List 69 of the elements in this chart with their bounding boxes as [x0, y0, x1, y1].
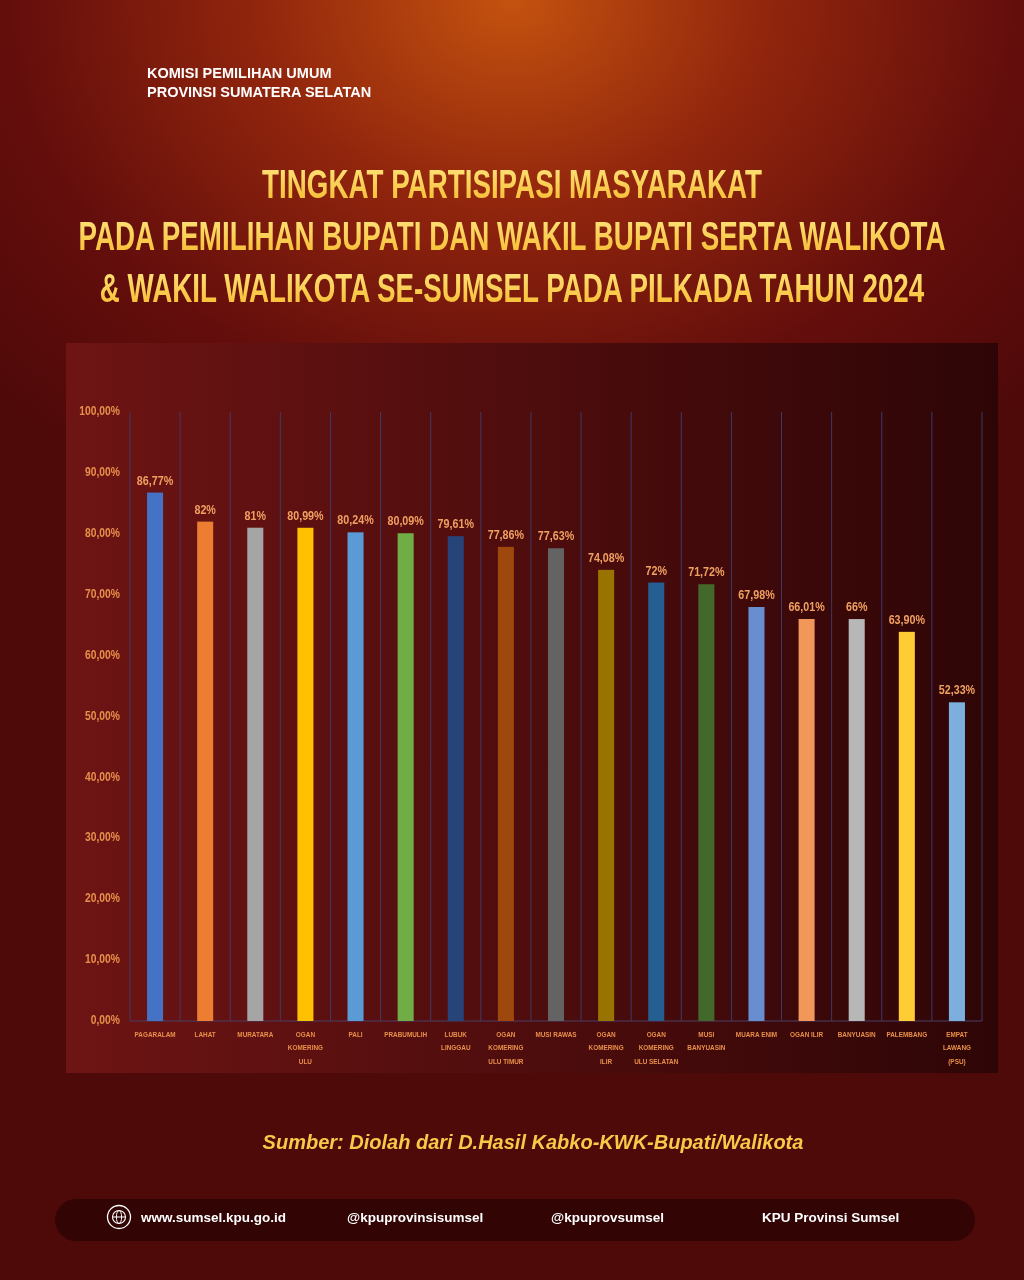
bar	[598, 569, 615, 1021]
data-label: 79,61%	[437, 516, 475, 531]
y-tick-label: 20,00%	[85, 891, 121, 905]
y-tick-label: 90,00%	[85, 465, 121, 479]
data-label: 67,98%	[738, 587, 776, 602]
data-label: 80,99%	[287, 507, 325, 522]
x-tick-label: OGAN KOMERING ULU TIMUR	[488, 1029, 525, 1067]
data-label: 63,90%	[888, 612, 926, 626]
x-tick-label: MUSI BANYUASIN	[687, 1029, 726, 1053]
text: www.sumsel.kpu.go.id	[140, 1210, 287, 1225]
bar	[147, 492, 164, 1021]
data-label: 80,24%	[337, 512, 375, 527]
data-label: 66,01%	[788, 599, 826, 614]
bar	[848, 619, 865, 1021]
data-label: 80,09%	[387, 513, 425, 528]
bar	[898, 631, 915, 1021]
bar	[547, 548, 565, 1021]
x-tick-label: OGAN KOMERING ULU	[287, 1029, 324, 1067]
text: Sumber: Diolah dari D.Hasil Kabko-KWK-Bupati/Walikota	[262, 1131, 804, 1153]
bar	[748, 607, 765, 1021]
y-tick-label: 10,00%	[85, 952, 121, 966]
y-tick-label: 100,00%	[79, 404, 121, 418]
x-tick-label: OGAN KOMERING ILIR	[588, 1029, 625, 1067]
y-tick-label: 80,00%	[85, 526, 121, 540]
bar	[397, 533, 414, 1021]
x-tick-label: EMPAT LAWANG (PSU)	[942, 1029, 972, 1067]
bar	[347, 532, 364, 1021]
data-label: 82%	[194, 501, 217, 516]
y-tick-label: 0,00%	[90, 1013, 121, 1027]
data-label: 77,86%	[487, 527, 525, 541]
text: KPU Provinsi Sumsel	[762, 1210, 900, 1225]
data-label: 72%	[645, 562, 668, 577]
x-tick-label: PAGARALAM	[134, 1029, 176, 1040]
x-tick-label: LAHAT	[194, 1029, 217, 1040]
data-label: 86,77%	[136, 472, 174, 487]
chart-title: TINGKAT PARTISIPASI MASYARAKAT PADA PEMILIHAN BUPATI DAN WAKIL BUPATI SERTA WALIKOTA & WAKIL WALIKOTA SE-SUMSEL PADA PILKADA TAHUN 2024	[78, 161, 946, 311]
x-tick-label: MURATARA	[237, 1029, 274, 1040]
text: @kpuprovinsisumsel	[347, 1210, 484, 1225]
bar	[197, 521, 214, 1021]
data-label: 52,33%	[938, 682, 976, 697]
bar	[247, 527, 264, 1021]
bar	[798, 619, 815, 1021]
x-tick-label: LUBUK LINGGAU	[441, 1029, 471, 1053]
text: KOMISI PEMILIHAN UMUM PROVINSI SUMATERA SELATAN	[147, 65, 372, 100]
y-tick-label: 70,00%	[85, 587, 121, 601]
y-tick-label: 30,00%	[85, 830, 121, 844]
y-tick-label: 60,00%	[85, 648, 121, 661]
x-tick-label: MUSI RAWAS	[535, 1029, 577, 1040]
data-label: 66%	[845, 599, 869, 614]
data-label: 81%	[244, 507, 267, 522]
bar	[497, 546, 514, 1021]
x-tick-label: BANYUASIN	[837, 1029, 876, 1040]
x-tick-label: PRABUMULIH	[384, 1029, 428, 1040]
x-tick-label: MUARA ENIM	[735, 1029, 778, 1040]
x-tick-label: OGAN KOMERING ULU SELATAN	[634, 1029, 679, 1067]
x-tick-label: OGAN ILIR	[790, 1029, 824, 1040]
bar	[948, 702, 965, 1021]
y-tick-label: 50,00%	[85, 708, 121, 722]
text: @kpuprovsumsel	[551, 1210, 664, 1225]
bar	[648, 582, 665, 1021]
bar	[297, 527, 314, 1021]
x-tick-label: PALEMBANG	[886, 1029, 928, 1040]
data-label: 74,08%	[587, 550, 625, 564]
y-tick-label: 40,00%	[85, 769, 121, 783]
bar	[698, 584, 715, 1021]
x-tick-label: PALI	[348, 1029, 363, 1040]
data-label: 71,72%	[688, 564, 726, 579]
bar	[447, 536, 464, 1021]
data-label: 77,63%	[537, 528, 575, 543]
